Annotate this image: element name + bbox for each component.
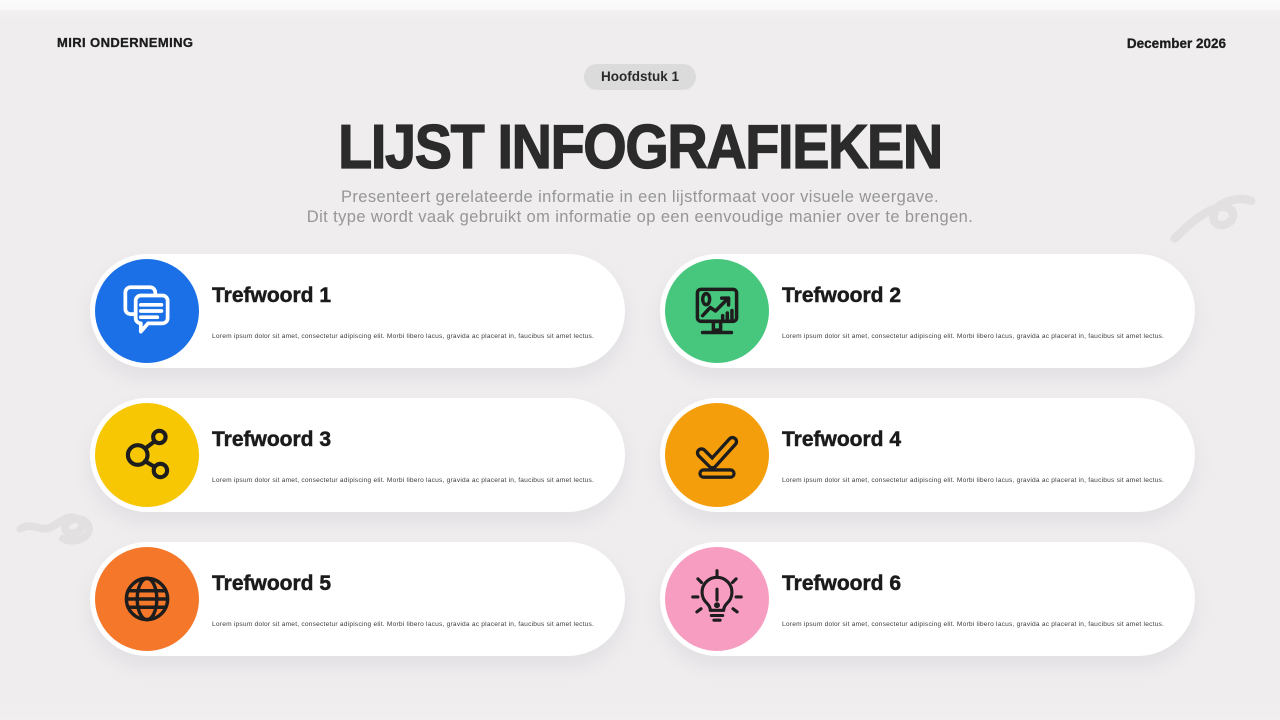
top-highlight-strip <box>0 0 1280 10</box>
presentation-chart-icon <box>684 278 750 344</box>
squiggle-decoration-left <box>16 513 93 545</box>
item-icon-circle <box>665 547 769 651</box>
item-text-block: Trefwoord 2 Lorem ipsum dolor sit amet, … <box>782 282 1200 340</box>
infographic-list: Trefwoord 1 Lorem ipsum dolor sit amet, … <box>90 254 1195 656</box>
item-description: Lorem ipsum dolor sit amet, consectetur … <box>212 333 595 340</box>
item-icon-circle <box>95 259 199 363</box>
item-title: Trefwoord 1 <box>212 284 332 308</box>
item-icon-circle <box>665 259 769 363</box>
company-name: MIRI ONDERNEMING <box>57 35 194 50</box>
item-title: Trefwoord 2 <box>782 284 902 308</box>
list-item-card: Trefwoord 2 Lorem ipsum dolor sit amet, … <box>660 254 1195 368</box>
item-description: Lorem ipsum dolor sit amet, consectetur … <box>212 477 595 484</box>
page-subtitle: Presenteert gerelateerde informatie in e… <box>0 188 1280 227</box>
checkmark-icon <box>684 422 750 488</box>
item-title: Trefwoord 6 <box>782 572 902 596</box>
date-label: December 2026 <box>1126 36 1226 51</box>
subtitle-line-2: Dit type wordt vaak gebruikt om informat… <box>306 207 974 226</box>
squiggle-decoration-right <box>1170 194 1256 243</box>
chat-bubbles-icon <box>114 278 180 344</box>
item-text-block: Trefwoord 6 Lorem ipsum dolor sit amet, … <box>782 570 1200 628</box>
item-icon-circle <box>95 403 199 507</box>
item-description: Lorem ipsum dolor sit amet, consectetur … <box>782 621 1165 628</box>
item-title: Trefwoord 5 <box>212 572 332 596</box>
item-title: Trefwoord 3 <box>212 428 332 452</box>
list-item-card: Trefwoord 1 Lorem ipsum dolor sit amet, … <box>90 254 625 368</box>
item-description: Lorem ipsum dolor sit amet, consectetur … <box>212 621 595 628</box>
item-text-block: Trefwoord 3 Lorem ipsum dolor sit amet, … <box>212 426 630 484</box>
globe-icon <box>114 566 180 632</box>
item-text-block: Trefwoord 4 Lorem ipsum dolor sit amet, … <box>782 426 1200 484</box>
chapter-badge: Hoofdstuk 1 <box>583 64 697 90</box>
item-text-block: Trefwoord 1 Lorem ipsum dolor sit amet, … <box>212 282 630 340</box>
item-description: Lorem ipsum dolor sit amet, consectetur … <box>782 333 1165 340</box>
item-text-block: Trefwoord 5 Lorem ipsum dolor sit amet, … <box>212 570 630 628</box>
list-item-card: Trefwoord 5 Lorem ipsum dolor sit amet, … <box>90 542 625 656</box>
list-item-card: Trefwoord 3 Lorem ipsum dolor sit amet, … <box>90 398 625 512</box>
page-title: LIJST INFOGRAFIEKEN <box>338 112 944 182</box>
lightbulb-icon <box>684 566 750 632</box>
item-icon-circle <box>665 403 769 507</box>
list-item-card: Trefwoord 6 Lorem ipsum dolor sit amet, … <box>660 542 1195 656</box>
item-description: Lorem ipsum dolor sit amet, consectetur … <box>782 477 1165 484</box>
list-item-card: Trefwoord 4 Lorem ipsum dolor sit amet, … <box>660 398 1195 512</box>
item-title: Trefwoord 4 <box>782 428 902 452</box>
subtitle-line-1: Presenteert gerelateerde informatie in e… <box>341 188 939 206</box>
item-icon-circle <box>95 547 199 651</box>
share-network-icon <box>114 422 180 488</box>
